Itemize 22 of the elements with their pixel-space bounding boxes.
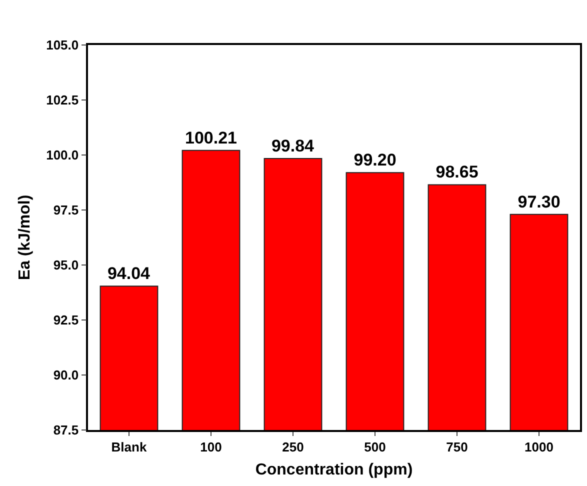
data-label: 98.65 [436, 162, 478, 182]
x-tick-label: 100 [200, 439, 222, 454]
y-tick-label: 105.0 [46, 38, 79, 53]
x-tick-label: 500 [364, 439, 386, 454]
data-label: 99.84 [271, 136, 315, 156]
x-tick-label: 750 [446, 439, 468, 454]
y-tick-label: 102.5 [46, 92, 79, 108]
y-tick-label: 90.0 [53, 368, 79, 383]
x-tick-label: 1000 [524, 439, 554, 454]
data-label: 97.30 [518, 192, 560, 212]
y-tick-label: 95.0 [53, 258, 79, 273]
data-label: 99.20 [354, 150, 396, 170]
x-tick-label: Blank [111, 439, 148, 454]
x-axis-title: Concentration (ppm) [255, 462, 413, 479]
data-label: 100.21 [185, 128, 237, 148]
y-tick-label: 100.0 [46, 148, 79, 163]
data-label: 94.04 [107, 264, 151, 284]
y-axis-title: Ea (kJ/mol) [16, 194, 34, 280]
y-tick-label: 87.5 [53, 422, 79, 438]
y-tick-label: 97.5 [53, 202, 79, 218]
y-tick-label: 92.5 [53, 312, 79, 328]
x-tick-label: 250 [282, 439, 304, 454]
